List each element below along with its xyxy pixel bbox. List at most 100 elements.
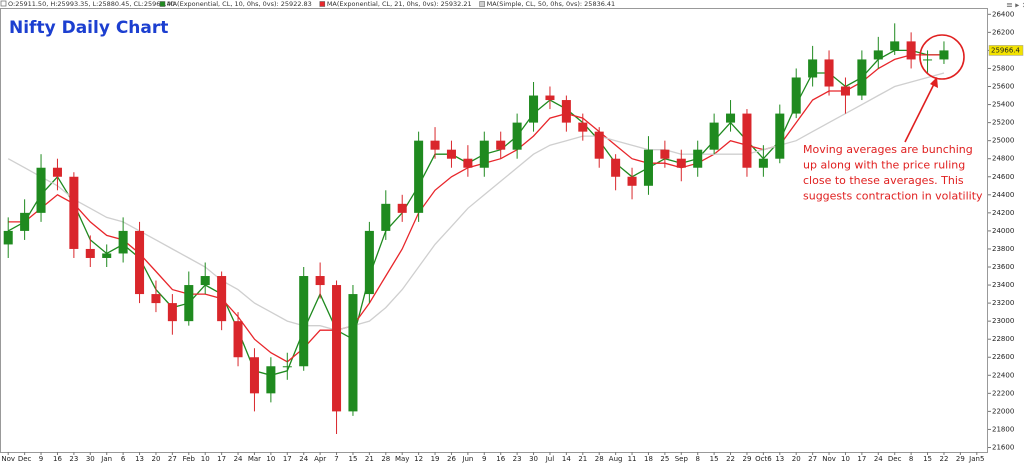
x-tick-label: 29 — [742, 455, 751, 463]
candle-body — [52, 167, 62, 177]
y-tick-label: 24600 — [992, 173, 1014, 181]
candle-body — [151, 294, 161, 304]
x-tick-label: 24 — [234, 455, 243, 463]
legend-swatch — [159, 1, 166, 7]
y-tick-label: 26400 — [992, 10, 1014, 18]
candle-body — [233, 321, 243, 358]
y-tick-label: 22000 — [992, 407, 1014, 415]
candle-body — [102, 253, 112, 258]
x-tick-label: Aug — [609, 455, 623, 463]
x-tick-label: 23 — [69, 455, 78, 463]
candle-body — [545, 95, 555, 101]
x-tick-label: Sep — [675, 455, 689, 463]
y-tick-label: 25400 — [992, 101, 1014, 109]
candle-body — [496, 140, 506, 150]
x-tick-label: Apr — [314, 455, 326, 463]
x-tick-label: 8 — [909, 455, 913, 463]
y-tick-label: 22600 — [992, 353, 1014, 361]
x-tick-label: Jan — [100, 455, 112, 463]
x-tick-label: Jan5 — [968, 455, 984, 463]
candle-body — [906, 41, 916, 60]
x-tick-label: 27 — [168, 455, 177, 463]
candle-body — [36, 167, 46, 213]
candle-body — [890, 41, 900, 51]
candle-body — [118, 230, 128, 254]
x-tick-label: 16 — [53, 455, 62, 463]
ma-line — [7, 49, 944, 376]
candle-body — [923, 59, 933, 61]
x-tick-label: 24 — [874, 455, 883, 463]
last-price-label: 25966.4 — [991, 46, 1020, 54]
arrow-line — [904, 81, 936, 143]
annotation-text: up along with the price ruling — [803, 159, 965, 172]
window-controls[interactable]: ≡ ▸ × — [1006, 1, 1024, 10]
y-tick-label: 24800 — [992, 155, 1014, 163]
x-tick-label: 10 — [201, 455, 210, 463]
candle-body — [512, 122, 522, 150]
x-tick-label: 28 — [595, 455, 604, 463]
candle-body — [529, 95, 539, 123]
candle-body — [857, 59, 867, 96]
x-tick-label: 7 — [334, 455, 338, 463]
candle-body — [463, 158, 473, 168]
candle-body — [709, 122, 719, 150]
candle-body — [282, 366, 292, 368]
y-tick-label: 22200 — [992, 389, 1014, 397]
y-tick-label: 22800 — [992, 335, 1014, 343]
x-tick-label: May — [395, 455, 409, 463]
y-tick-label: 25000 — [992, 137, 1014, 145]
candle-body — [873, 50, 883, 60]
x-tick-label: 13 — [775, 455, 784, 463]
x-tick-label: 12 — [414, 455, 423, 463]
x-tick-label: 15 — [710, 455, 719, 463]
candle-body — [299, 276, 309, 367]
x-tick-label: 10 — [841, 455, 850, 463]
y-tick-label: 24400 — [992, 191, 1014, 199]
y-tick-label: 24000 — [992, 227, 1014, 235]
x-tick-label: 9 — [482, 455, 486, 463]
x-tick-label: 29 — [956, 455, 965, 463]
candle-body — [561, 100, 571, 123]
annotation-text: suggests contraction in volatility — [803, 190, 983, 203]
header: O:25911.50, H:25993.35, L:25880.45, CL:2… — [0, 0, 615, 8]
x-tick-label: 16 — [496, 455, 505, 463]
y-tick-label: 23800 — [992, 245, 1014, 253]
x-tick-label: 26 — [447, 455, 456, 463]
x-tick-label: 23 — [513, 455, 522, 463]
candle-body — [742, 113, 752, 168]
y-tick-label: 25600 — [992, 83, 1014, 91]
x-tick-label: 21 — [365, 455, 374, 463]
candle-body — [726, 113, 736, 123]
candle-body — [627, 176, 637, 186]
y-tick-label: 25200 — [992, 119, 1014, 127]
candle-body — [364, 230, 374, 295]
candle-body — [578, 122, 588, 132]
annotation: Moving averages are bunching up along wit… — [803, 34, 983, 203]
x-tick-label: 13 — [135, 455, 144, 463]
candle-body — [167, 303, 177, 322]
y-tick-label: 26200 — [992, 28, 1014, 36]
candle-body — [315, 276, 325, 286]
y-tick-label: 24200 — [992, 209, 1014, 217]
x-tick-label: Nov — [822, 455, 836, 463]
x-tick-label: 20 — [792, 455, 801, 463]
annotation-text: close to these averages. This — [803, 174, 964, 187]
x-tick-label: Nov — [1, 455, 15, 463]
legend-label: MA(Exponential, CL, 10, 0hs, 0vs): 25922… — [167, 0, 312, 8]
legend-swatch — [479, 1, 485, 7]
x-tick-label: Dec — [888, 455, 902, 463]
last-price-box — [988, 45, 1024, 56]
x-tick-label: 30 — [529, 455, 538, 463]
x-tick-label: 15 — [923, 455, 932, 463]
candle-body — [135, 230, 145, 295]
x-tick-label: 27 — [808, 455, 817, 463]
x-tick-label: 18 — [644, 455, 653, 463]
candle-body — [611, 158, 621, 177]
x-tick-label: 17 — [217, 455, 226, 463]
x-tick-label: Dec — [18, 455, 32, 463]
x-tick-label: 15 — [348, 455, 357, 463]
x-tick-label: 21 — [578, 455, 587, 463]
x-tick-label: 22 — [726, 455, 735, 463]
candle-body — [69, 176, 79, 249]
x-tick-label: 6 — [121, 455, 126, 463]
